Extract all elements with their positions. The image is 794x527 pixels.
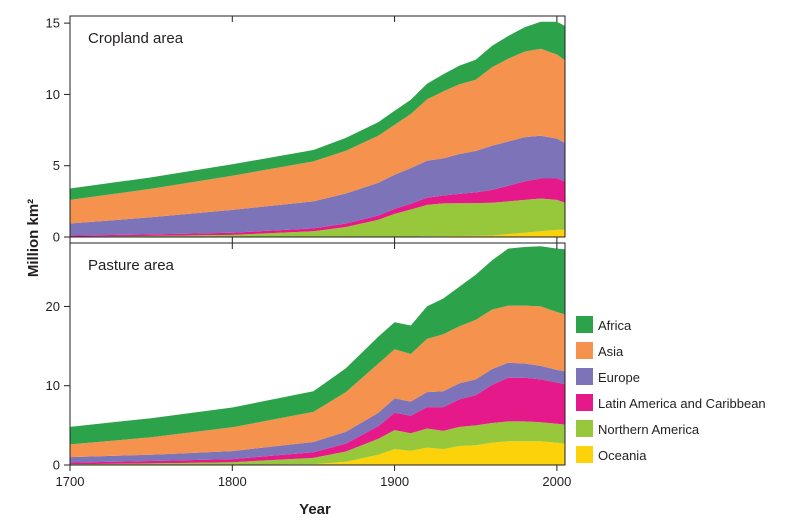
legend-item-oceania: Oceania bbox=[576, 446, 647, 463]
legend-item-northern-america: Northern America bbox=[576, 420, 700, 437]
panel-cropland-area: 0 5 10 15 Cropland area bbox=[46, 15, 566, 245]
legend: Africa Asia Europe Latin America and Caribb… bbox=[576, 316, 766, 463]
y-tick-label: 20 bbox=[46, 299, 60, 314]
y-tick-label: 0 bbox=[53, 458, 60, 473]
legend-swatch bbox=[576, 420, 593, 437]
area-oceania bbox=[70, 441, 565, 465]
x-tick-label: 1700 bbox=[56, 474, 85, 489]
y-tick-label: 0 bbox=[53, 230, 60, 245]
y-tick-label: 10 bbox=[46, 378, 60, 393]
area-northern-america bbox=[70, 198, 565, 237]
legend-label: Oceania bbox=[598, 448, 647, 463]
y-axis-title: Million km² bbox=[25, 199, 42, 277]
legend-item-africa: Africa bbox=[576, 316, 632, 333]
legend-item-europe: Europe bbox=[576, 368, 640, 385]
x-tick-label: 1800 bbox=[218, 474, 247, 489]
legend-swatch bbox=[576, 394, 593, 411]
area-asia bbox=[70, 305, 565, 458]
y-tick-label: 10 bbox=[46, 87, 60, 102]
x-tick-label: 2000 bbox=[542, 474, 571, 489]
legend-swatch bbox=[576, 342, 593, 359]
area-northern-america bbox=[70, 421, 565, 465]
legend-swatch bbox=[576, 368, 593, 385]
area-africa bbox=[70, 246, 565, 445]
legend-label: Northern America bbox=[598, 422, 700, 437]
legend-item-asia: Asia bbox=[576, 342, 624, 359]
area-latin-america-and-caribbean bbox=[70, 377, 565, 465]
area-africa bbox=[70, 21, 565, 200]
area-oceania bbox=[70, 229, 565, 237]
x-axis-title: Year bbox=[299, 501, 331, 518]
plot-frame bbox=[69, 242, 566, 466]
legend-label: Europe bbox=[598, 370, 640, 385]
plot-frame bbox=[69, 15, 566, 238]
legend-swatch bbox=[576, 446, 593, 463]
panel-pasture-area: 0 10 20 1700 1800 1900 2000 Pasture area bbox=[46, 242, 571, 489]
y-tick-label: 5 bbox=[53, 158, 60, 173]
panel-title: Cropland area bbox=[88, 30, 184, 47]
legend-item-latin-america-and-caribbean: Latin America and Caribbean bbox=[576, 394, 766, 411]
area-asia bbox=[70, 48, 565, 224]
y-tick-label: 15 bbox=[46, 16, 60, 31]
area-europe bbox=[70, 135, 565, 236]
panel-title: Pasture area bbox=[88, 257, 175, 274]
legend-label: Africa bbox=[598, 318, 632, 333]
x-tick-label: 1900 bbox=[380, 474, 409, 489]
area-latin-america-and-caribbean bbox=[70, 178, 565, 237]
legend-label: Latin America and Caribbean bbox=[598, 396, 766, 411]
legend-swatch bbox=[576, 316, 593, 333]
legend-label: Asia bbox=[598, 344, 624, 359]
area-europe bbox=[70, 362, 565, 463]
